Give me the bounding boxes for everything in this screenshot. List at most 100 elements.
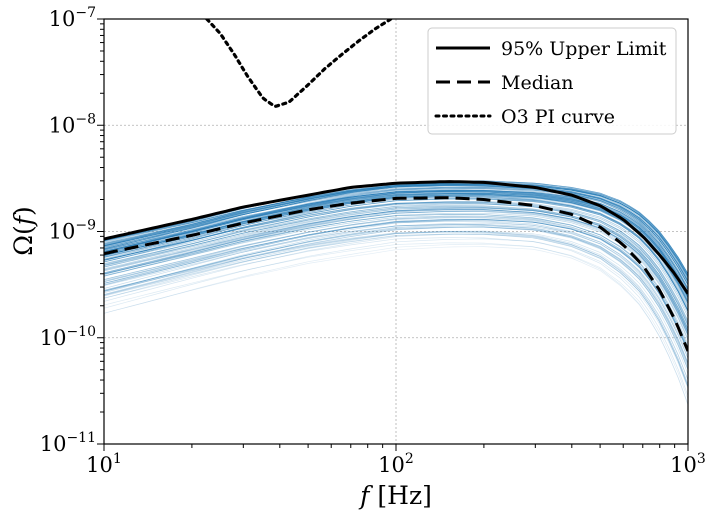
x-tick-label: 103 [670, 451, 706, 477]
x-tick-label-exp: 3 [697, 451, 706, 467]
sample-curve [104, 209, 688, 336]
sample-curve [104, 185, 688, 288]
x-axis-title: f [Hz] [358, 481, 432, 510]
y-axis-close: ) [9, 206, 38, 216]
x-axis-variable: f [358, 481, 373, 510]
sample-curve [104, 184, 688, 282]
sample-curve [104, 198, 688, 309]
y-tick-label-base: 10 [40, 432, 67, 456]
sample-curve [104, 203, 688, 326]
legend-label: O3 PI curve [501, 106, 615, 128]
sample-curve [104, 188, 688, 285]
sample-curve [104, 210, 688, 333]
sample-curve [104, 186, 688, 290]
sample-curve [104, 192, 688, 298]
legend: 95% Upper Limit Median O3 PI curve [427, 27, 677, 135]
sample-curve [104, 209, 688, 333]
sample-curve [104, 226, 688, 369]
sample-curve [104, 193, 688, 301]
sample-curve [104, 214, 688, 347]
x-axis-unit: [Hz] [377, 481, 431, 510]
sample-curve [104, 186, 688, 282]
sample-curve [104, 201, 688, 314]
sample-curve [104, 219, 688, 352]
sample-curve [104, 184, 688, 282]
sample-curve [104, 224, 688, 371]
y-axis-title: Ω(f) [9, 206, 38, 256]
sample-curve [104, 226, 688, 370]
sample-curve [104, 210, 688, 337]
sample-curve [104, 185, 688, 283]
sample-curve [104, 198, 688, 312]
sample-curve [104, 231, 688, 385]
sample-curve [104, 238, 688, 389]
sample-curve [104, 237, 688, 396]
series-line-1 [104, 180, 688, 295]
sample-curve [104, 185, 688, 291]
sample-curve [104, 193, 688, 305]
y-tick-label-base: 10 [49, 7, 76, 31]
sample-curve [104, 212, 688, 341]
sample-curve [104, 219, 688, 351]
sample-curve [104, 195, 688, 310]
sample-curve [104, 217, 688, 352]
x-tick-label-exp: 1 [113, 451, 122, 467]
sample-curve [104, 183, 688, 276]
sample-curve [104, 219, 688, 353]
x-tick-label-base: 10 [86, 453, 113, 477]
y-tick-label-exp: −7 [75, 5, 96, 21]
sample-curve [104, 216, 688, 350]
sample-curve [104, 219, 688, 349]
y-tick-label-base: 10 [49, 220, 76, 244]
series-lines [104, 19, 688, 352]
y-tick-label-base: 10 [40, 326, 67, 350]
legend-label: 95% Upper Limit [501, 38, 667, 60]
sample-curve [104, 214, 688, 348]
sample-curve [104, 191, 688, 298]
sample-curve [104, 201, 688, 324]
sample-curve [104, 191, 688, 299]
sample-curve [104, 203, 688, 321]
tick-marks [97, 18, 689, 451]
sample-curve [104, 211, 688, 339]
y-tick-label-exp: −10 [66, 324, 96, 340]
sample-curve [104, 223, 688, 359]
sample-curve [104, 246, 688, 405]
sample-curve [104, 231, 688, 386]
y-tick-label: 10−9 [49, 218, 96, 244]
sample-curve [104, 183, 688, 277]
sample-curve [104, 193, 688, 307]
sample-curve [104, 220, 688, 359]
legend-frame [427, 27, 677, 135]
y-tick-label: 10−7 [49, 5, 96, 31]
y-tick-label: 10−8 [49, 111, 96, 137]
sample-curve [104, 202, 688, 327]
sample-curve [104, 222, 688, 356]
y-tick-label-exp: −8 [75, 111, 96, 127]
sample-curve [104, 192, 688, 303]
sample-curve [104, 230, 688, 375]
sample-curve [104, 194, 688, 304]
x-tick-label-exp: 2 [405, 451, 414, 467]
sample-curve [104, 186, 688, 281]
y-tick-label: 10−11 [40, 430, 96, 456]
sample-curve [104, 182, 688, 274]
sample-curve [104, 232, 688, 388]
sample-curve [104, 201, 688, 318]
sample-curve [104, 218, 688, 352]
sample-curve [104, 183, 688, 278]
sample-curve [104, 192, 688, 295]
series-line-3 [205, 19, 393, 108]
sample-curve [104, 242, 688, 406]
sample-curve [104, 182, 688, 277]
sample-curve [104, 183, 688, 277]
sample-curve [104, 201, 688, 322]
y-tick-label: 10−10 [40, 324, 96, 350]
sample-curve [104, 184, 688, 286]
x-tick-label-base: 10 [670, 453, 697, 477]
sample-curve [104, 192, 688, 297]
sample-curve [104, 226, 688, 364]
sample-curve [104, 224, 688, 367]
